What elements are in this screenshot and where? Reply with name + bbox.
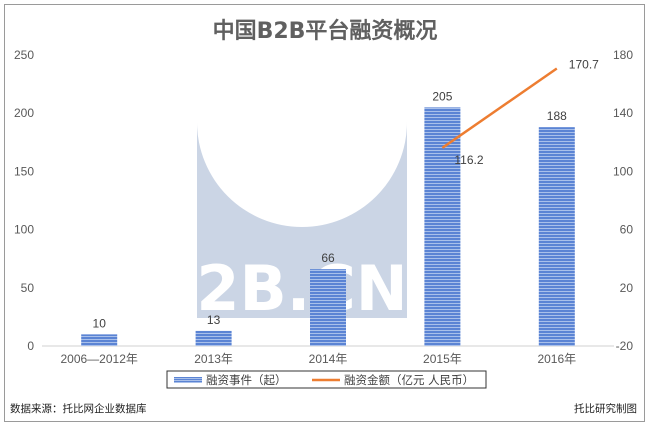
line-data-label: 116.2 — [454, 153, 483, 167]
y-left-tick-label: 250 — [14, 48, 34, 62]
bar-data-label: 66 — [321, 251, 335, 265]
y-axis-right: -20 20 60 100 140 180 — [613, 48, 633, 353]
y-left-tick-label: 50 — [21, 281, 35, 295]
bar — [310, 269, 346, 346]
y-right-tick-label: -20 — [616, 339, 634, 353]
chart-title: 中国B2B平台融资概况 — [213, 18, 438, 44]
legend-swatch-bar — [174, 377, 202, 383]
watermark-line1: 托比 — [258, 122, 346, 173]
y-left-tick-label: 200 — [14, 106, 34, 120]
bar-data-label: 10 — [93, 316, 107, 330]
footer-source: 数据来源：托比网企业数据库 — [10, 402, 147, 415]
bar — [538, 127, 575, 346]
bar-data-label: 188 — [547, 109, 567, 123]
y-right-tick-label: 60 — [620, 223, 634, 237]
y-axis-left: 0 50 100 150 200 250 — [14, 48, 34, 353]
bar-series — [81, 107, 575, 346]
line-data-labels: 116.2 170.7 — [454, 58, 599, 167]
y-right-tick-label: 180 — [613, 48, 633, 62]
bar-data-label: 13 — [207, 313, 221, 327]
legend: 融资事件（起） 融资金额（亿元 人民币） — [166, 370, 487, 389]
y-right-tick-label: 100 — [613, 164, 633, 178]
line-series — [441, 67, 558, 149]
bar — [424, 107, 461, 346]
x-axis: 2006—2012年 2013年 2014年 2015年 2016年 — [60, 352, 576, 366]
y-left-tick-label: 100 — [14, 223, 34, 237]
x-tick-label: 2015年 — [423, 352, 462, 366]
bar-data-label: 205 — [432, 89, 452, 103]
x-tick-label: 2006—2012年 — [60, 352, 137, 366]
legend-label-bar: 融资事件（起） — [206, 373, 287, 387]
line-data-label: 170.7 — [569, 58, 599, 72]
bar — [81, 334, 118, 346]
x-tick-label: 2014年 — [309, 352, 348, 366]
y-right-tick-label: 20 — [620, 281, 634, 295]
bar-data-labels: 10 13 66 205 188 — [93, 89, 568, 330]
legend-label-line: 融资金额（亿元 人民币） — [344, 373, 474, 387]
watermark-shape — [197, 122, 407, 318]
y-left-tick-label: 0 — [27, 339, 34, 353]
bar — [195, 330, 232, 346]
watermark: 托比 研究 2B.CN — [196, 122, 408, 325]
y-right-tick-label: 140 — [613, 106, 633, 120]
line-path — [441, 67, 558, 149]
x-tick-label: 2013年 — [194, 352, 233, 366]
watermark-line2: 研究 — [258, 174, 346, 225]
footer-credit: 托比研究制图 — [574, 402, 637, 415]
chart-frame — [4, 4, 645, 422]
y-left-tick-label: 150 — [14, 164, 34, 178]
x-tick-label: 2016年 — [537, 352, 576, 366]
watermark-line3: 2B.CN — [196, 252, 407, 325]
